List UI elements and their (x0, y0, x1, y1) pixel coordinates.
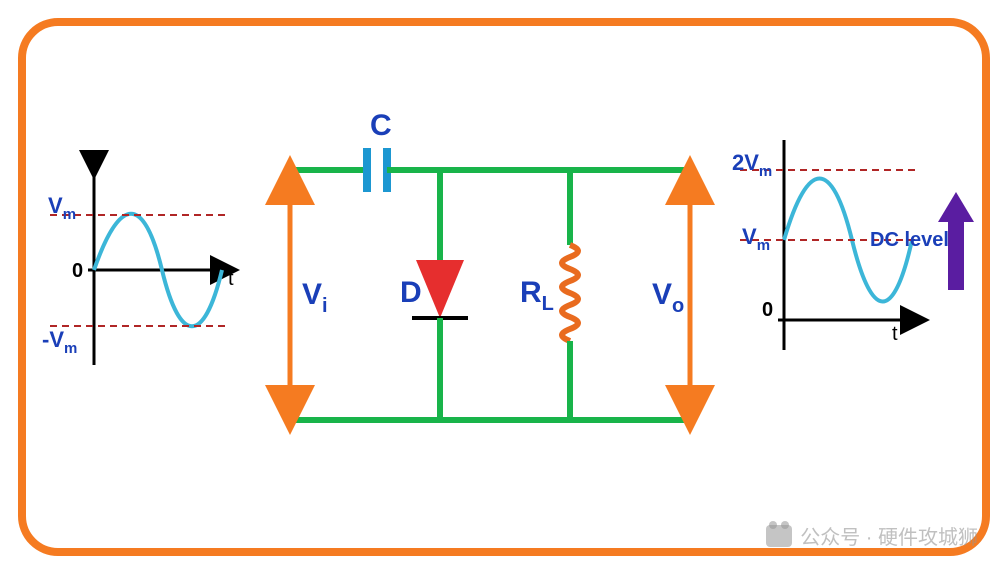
wechat-icon (766, 525, 792, 547)
in-neg-vm-label: -Vm (42, 327, 77, 357)
vo-label: Vo (652, 278, 684, 317)
out-origin-label: 0 (762, 299, 773, 321)
circuit: C D RL Vi Vo (290, 109, 690, 420)
input-graph: Vm 0 -Vm t (42, 165, 234, 365)
watermark: 公众号 · 硬件攻城狮 (766, 521, 978, 550)
out-t-label: t (892, 323, 898, 345)
in-vm-label: Vm (48, 193, 76, 223)
out-2vm-label: 2Vm (732, 150, 772, 180)
diode-label: D (400, 276, 422, 309)
resistor-coil (562, 245, 578, 341)
in-origin-label: 0 (72, 260, 83, 282)
resistor-branch (562, 170, 578, 420)
capacitor (350, 148, 690, 192)
in-t-label: t (228, 268, 234, 290)
output-graph: 2Vm Vm 0 t DC level (732, 140, 974, 350)
out-vm-label: Vm (742, 224, 770, 254)
vi-label: Vi (302, 278, 328, 317)
resistor-label: RL (520, 276, 554, 315)
diode-triangle (416, 260, 464, 318)
diagram-canvas: C D RL Vi Vo Vm 0 (0, 0, 1008, 574)
dc-level-label: DC level (870, 229, 949, 251)
capacitor-label: C (370, 109, 392, 142)
watermark-text: 公众号 · 硬件攻城狮 (800, 521, 978, 550)
